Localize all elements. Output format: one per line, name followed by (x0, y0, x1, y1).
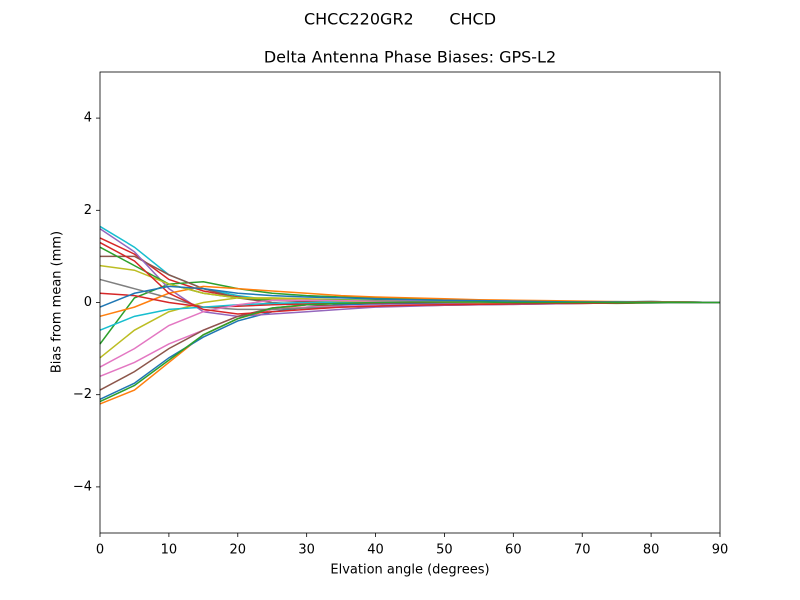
x-tick-label: 60 (505, 543, 522, 558)
suptitle: CHCC220GR2 CHCD (304, 10, 496, 29)
x-tick-label: 50 (436, 543, 453, 558)
x-tick-label: 0 (96, 543, 104, 558)
axes-frame (99, 71, 721, 534)
y-tick-label: −4 (73, 479, 92, 494)
x-axis-label: Elvation angle (degrees) (330, 563, 489, 578)
chart-title: Delta Antenna Phase Biases: GPS-L2 (264, 48, 556, 67)
y-tick-label: 4 (84, 111, 92, 126)
x-tick-label: 20 (230, 543, 247, 558)
x-tick-label: 10 (161, 543, 178, 558)
y-tick-label: −2 (73, 387, 92, 402)
x-tick-label: 80 (643, 543, 660, 558)
x-tick-label: 70 (574, 543, 591, 558)
y-tick-label: 2 (84, 203, 92, 218)
x-tick-label: 90 (712, 543, 729, 558)
data-line (99, 301, 720, 403)
x-tick-label: 30 (298, 543, 315, 558)
x-tick-label: 40 (367, 543, 384, 558)
y-axis-label: Bias from mean (mm) (50, 231, 65, 373)
y-tick-label: 0 (84, 295, 92, 310)
